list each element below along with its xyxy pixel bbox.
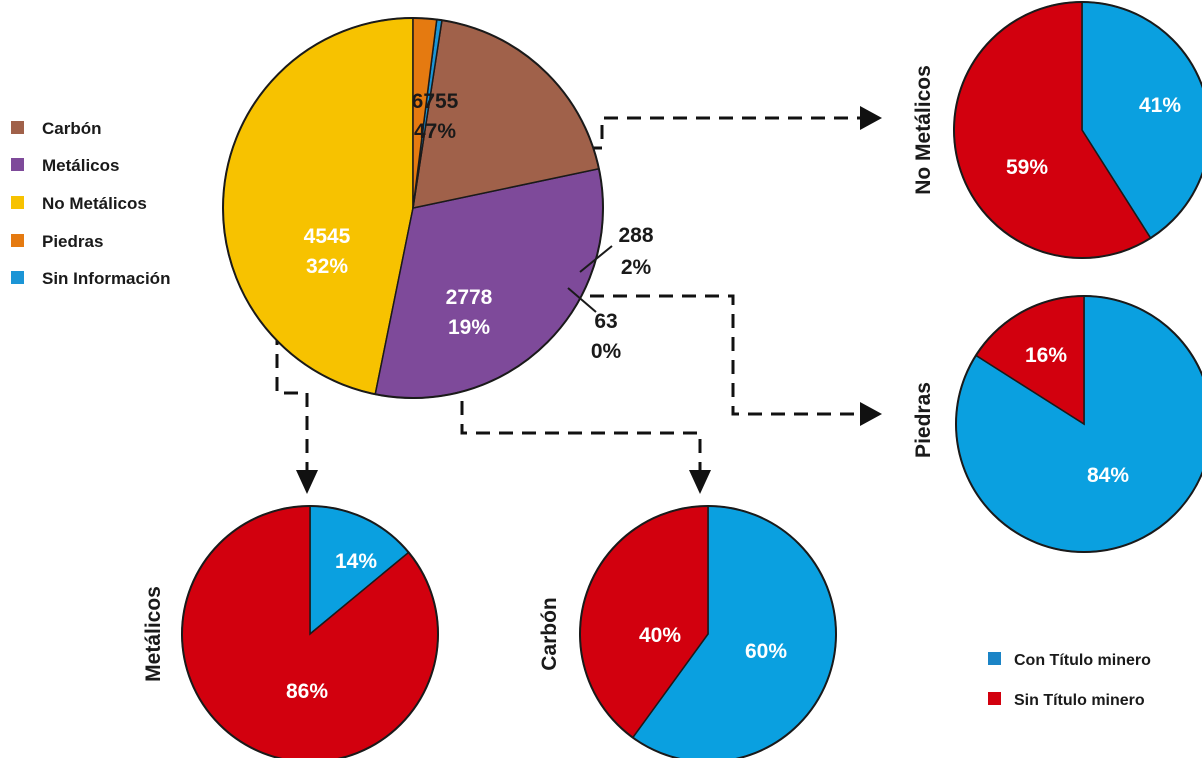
main-legend: Carbón Metálicos No Metálicos Piedras Si… [11,119,170,288]
slice-percent-no-metalicos: 47% [414,120,456,143]
carbon-sin-titulo-percent: 40% [639,624,681,647]
leader-line-piedras [579,245,613,273]
slice-percent-piedras: 2% [621,256,652,279]
arrow-to-carbon [460,378,702,472]
no-metalicos-sin-titulo-percent: 59% [1006,156,1048,179]
slice-value-sin-informacion: 63 [594,310,617,333]
piedras-sin-titulo-percent: 16% [1025,344,1067,367]
carbon-pie-title: Carbón [538,597,561,671]
legend-item-carbon: Carbón [11,119,102,138]
legend-item-con-titulo: Con Título minero [988,652,1151,669]
legend-item-sin-informacion: Sin Información [11,269,170,288]
piedras-pie-outline [955,295,1202,553]
legend-swatch-con-titulo [988,652,1001,665]
slice-value-piedras: 288 [618,224,653,247]
sub-pie-titles: No Metálicos Piedras Metálicos Carbón [142,65,935,682]
slice-value-carbon: 2778 [446,286,493,309]
no-metalicos-pie-outline [953,1,1202,259]
leader-line-sin-informacion [567,287,597,313]
legend-swatch-no-metalicos [11,196,24,209]
legend-item-no-metalicos: No Metálicos [11,194,147,213]
legend-label-piedras: Piedras [42,232,103,251]
legend-label-no-metalicos: No Metálicos [42,194,147,213]
slice-percent-metalicos: 32% [306,255,348,278]
no-metalicos-pie-title: No Metálicos [912,65,935,195]
no-metalicos-con-titulo-percent: 41% [1139,94,1181,117]
arrowhead-no-metalicos [860,106,882,130]
carbon-con-titulo-percent: 60% [745,640,787,663]
main-pie-outline [222,17,604,399]
legend-item-piedras: Piedras [11,232,103,251]
slice-value-metalicos: 4545 [304,225,351,248]
slice-percent-sin-informacion: 0% [591,340,622,363]
metalicos-pie [181,505,439,763]
legend-label-con-titulo: Con Título minero [1014,652,1151,669]
main-pie-labels: 6755 47% 4545 32% 2778 19% 288 2% 63 0% [304,90,654,363]
arrowhead-carbon [689,470,711,494]
legend-swatch-metalicos [11,158,24,171]
metalicos-pie-title: Metálicos [142,586,165,682]
legend-label-carbon: Carbón [42,119,102,138]
legend-label-sin-informacion: Sin Información [42,269,170,288]
no-metalicos-pie [953,1,1202,259]
arrow-to-metalicos [275,308,309,472]
slice-percent-carbon: 19% [448,316,490,339]
legend-label-metalicos: Metálicos [42,156,119,175]
sub-legend: Con Título minero Sin Título minero [988,652,1151,709]
main-pie [222,17,604,399]
arrowhead-metalicos [296,470,318,494]
metalicos-sin-titulo-percent: 86% [286,680,328,703]
piedras-pie-title: Piedras [912,382,935,458]
legend-label-sin-titulo: Sin Título minero [1014,692,1145,709]
arrow-heads [296,106,882,494]
piedras-pie [955,295,1202,553]
slice-value-no-metalicos: 6755 [412,90,459,113]
leader-lines [567,245,613,313]
legend-swatch-sin-titulo [988,692,1001,705]
carbon-pie [579,505,837,763]
legend-item-metalicos: Metálicos [11,156,119,175]
legend-swatch-piedras [11,234,24,247]
arrow-to-no-metalicos [588,116,862,150]
arrow-to-piedras [590,294,862,416]
arrowhead-piedras [860,402,882,426]
main-slice-no-metalicos [222,17,414,396]
legend-item-sin-titulo: Sin Título minero [988,692,1145,709]
piedras-con-titulo-percent: 84% [1087,464,1129,487]
sub-pie-labels: 41% 59% 16% 84% 14% 86% 40% 60% [286,94,1181,703]
legend-swatch-sin-informacion [11,271,24,284]
legend-swatch-carbon [11,121,24,134]
metalicos-con-titulo-percent: 14% [335,550,377,573]
connector-arrows [275,116,862,472]
